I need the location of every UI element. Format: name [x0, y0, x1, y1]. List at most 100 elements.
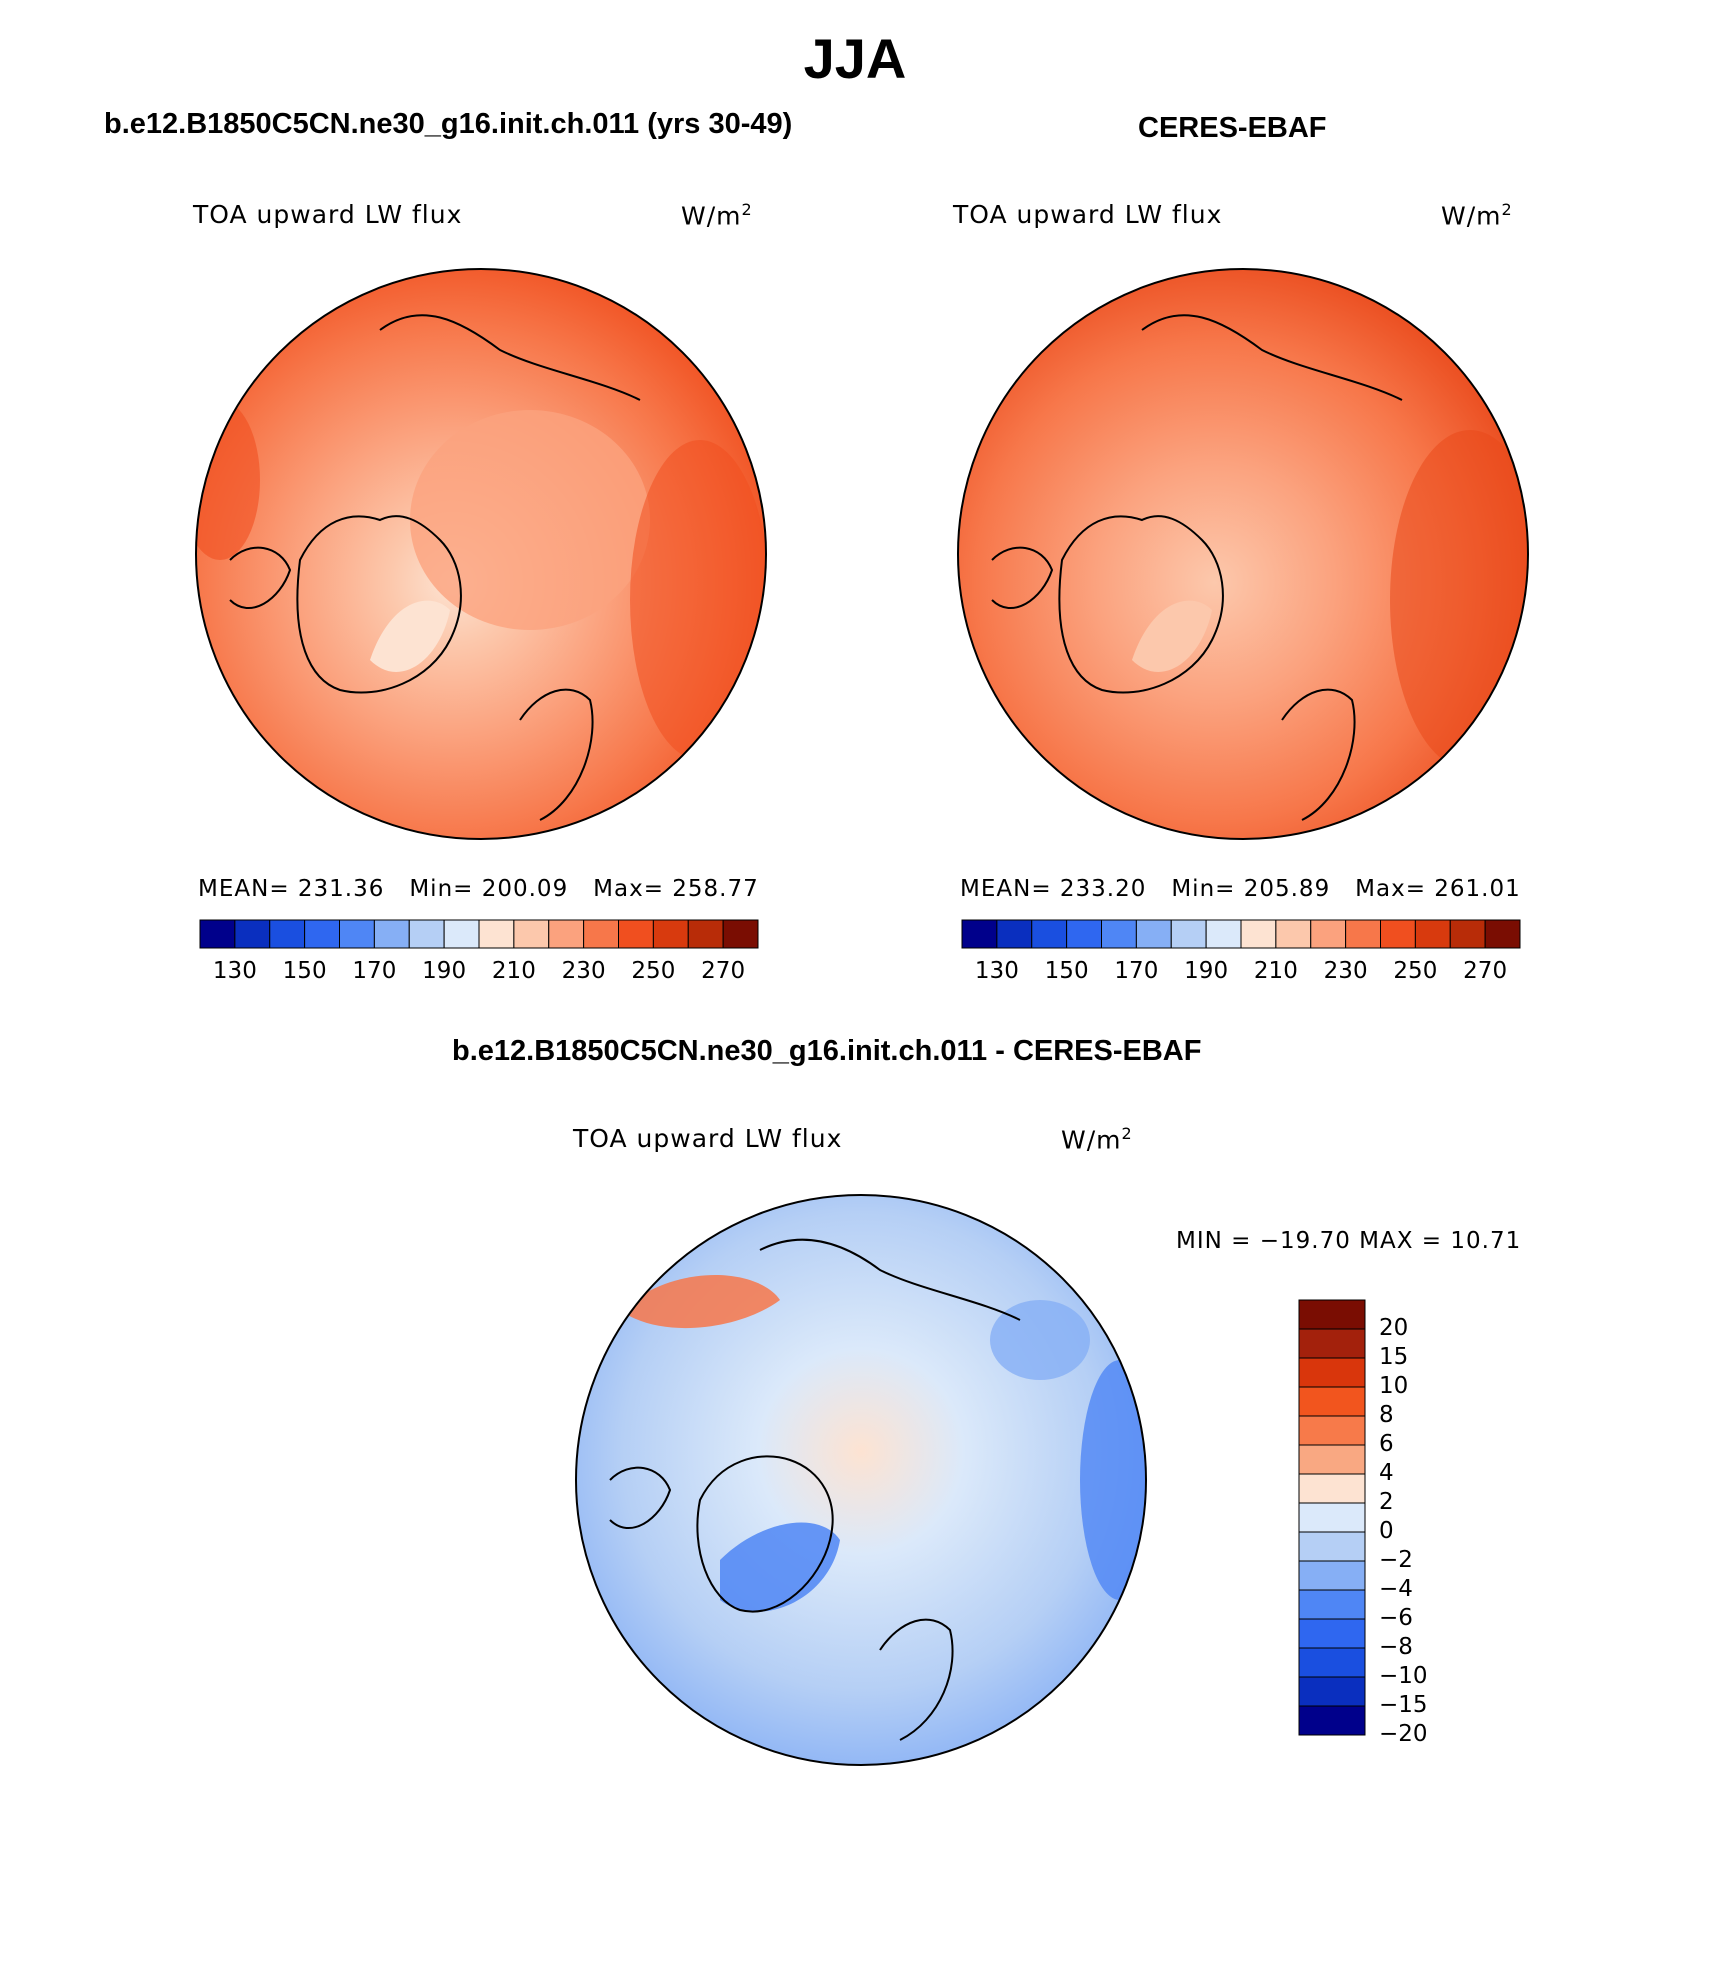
- diff-colorbar-label: 4: [1379, 1460, 1394, 1486]
- obs-colorbar-box: [1275, 919, 1312, 949]
- model-max: Max= 258.77: [593, 876, 759, 902]
- diff-units-label: W/m2: [1061, 1124, 1133, 1154]
- model-min: Min= 200.09: [409, 876, 569, 902]
- obs-colorbar-box: [1170, 919, 1207, 949]
- obs-colorbar-tick: 210: [1253, 958, 1298, 984]
- obs-colorbar-box: [1031, 919, 1068, 949]
- diff-colorbar-box: [1298, 1328, 1366, 1359]
- diff-colorbar-label: 2: [1379, 1489, 1394, 1515]
- obs-colorbar: [961, 919, 1521, 949]
- model-colorbar: [199, 919, 759, 949]
- diff-colorbar-label: −4: [1379, 1576, 1413, 1602]
- model-colorbar-box: [373, 919, 410, 949]
- diff-units-exp: 2: [1121, 1124, 1133, 1143]
- obs-max: Max= 261.01: [1355, 876, 1521, 902]
- diff-colorbar-box: [1298, 1386, 1366, 1417]
- model-colorbar-tick: 130: [212, 958, 257, 984]
- obs-colorbar-box: [1449, 919, 1486, 949]
- model-colorbar-tick: 190: [422, 958, 467, 984]
- diff-colorbar-label: 10: [1379, 1373, 1409, 1399]
- diff-colorbar-box: [1298, 1589, 1366, 1620]
- model-greenland-low: [370, 600, 450, 672]
- diff-colorbar-label: −10: [1379, 1663, 1428, 1689]
- obs-colorbar-tick: 270: [1463, 958, 1508, 984]
- diff-colorbar-label: 0: [1379, 1518, 1394, 1544]
- model-colorbar-box: [269, 919, 306, 949]
- diff-colorbar-label: 20: [1379, 1315, 1409, 1341]
- obs-variable-label: TOA upward LW flux: [953, 200, 1223, 229]
- obs-colorbar-tick: 150: [1044, 958, 1089, 984]
- model-units-base: W/m: [681, 201, 742, 231]
- diff-coastlines: [609, 1238, 1021, 1741]
- diff-colorbar-label: −6: [1379, 1605, 1413, 1631]
- obs-colorbar-box: [996, 919, 1033, 949]
- model-colorbar-box: [408, 919, 445, 949]
- diff-colorbar-box: [1298, 1415, 1366, 1446]
- obs-min: Min= 205.89: [1171, 876, 1331, 902]
- obs-colorbar-box: [1345, 919, 1381, 949]
- obs-colorbar-tick: 130: [974, 958, 1019, 984]
- diff-colorbar-box: [1298, 1299, 1366, 1330]
- obs-mean: MEAN= 233.20: [960, 876, 1147, 902]
- model-colorbar-box: [548, 919, 585, 949]
- model-colorbar-box: [652, 919, 689, 949]
- obs-colorbar-box: [1310, 919, 1347, 949]
- diff-colorbar-box: [1298, 1357, 1366, 1388]
- diff-greenland-cold: [720, 1522, 840, 1612]
- model-variable-label: TOA upward LW flux: [193, 200, 463, 229]
- diff-colorbar: [1298, 1299, 1366, 1736]
- obs-case-title: CERES-EBAF: [1138, 112, 1327, 144]
- obs-colorbar-box: [1380, 919, 1416, 949]
- obs-colorbar-box: [1240, 919, 1277, 949]
- model-colorbar-tick: 170: [352, 958, 397, 984]
- obs-coastlines: [991, 314, 1403, 821]
- diff-colorbar-box: [1298, 1618, 1366, 1649]
- diff-stats: MIN = −19.70 MAX = 10.71: [1176, 1228, 1522, 1254]
- model-units-label: W/m2: [681, 200, 753, 230]
- main-title: JJA: [803, 27, 907, 90]
- obs-polar-map: [957, 268, 1529, 840]
- model-colorbar-box: [199, 919, 236, 949]
- model-colorbar-box: [478, 919, 515, 949]
- obs-colorbar-box: [1414, 919, 1451, 949]
- diff-warm-patch: [620, 1275, 780, 1329]
- obs-units-exp: 2: [1501, 200, 1513, 219]
- model-colorbar-box: [687, 919, 724, 949]
- diff-colorbar-box: [1298, 1705, 1366, 1736]
- model-colorbar-box: [339, 919, 375, 949]
- obs-colorbar-box: [1205, 919, 1242, 949]
- diff-colorbar-label: 8: [1379, 1402, 1394, 1428]
- model-mean: MEAN= 231.36: [198, 876, 385, 902]
- model-colorbar-box: [513, 919, 550, 949]
- model-colorbar-box: [234, 919, 271, 949]
- diff-units-base: W/m: [1061, 1125, 1122, 1155]
- model-coastlines: [229, 314, 641, 821]
- model-colorbar-tick: 270: [701, 958, 746, 984]
- obs-colorbar-tick: 190: [1184, 958, 1229, 984]
- diff-case-title: b.e12.B1850C5CN.ne30_g16.init.ch.011 - C…: [452, 1035, 1202, 1067]
- model-units-exp: 2: [741, 200, 753, 219]
- model-colorbar-box: [722, 919, 759, 949]
- obs-colorbar-box: [1101, 919, 1137, 949]
- obs-colorbar-box: [1484, 919, 1521, 949]
- model-colorbar-box: [583, 919, 619, 949]
- model-stats: MEAN= 231.36 Min= 200.09 Max= 258.77: [198, 876, 759, 902]
- diff-colorbar-label: −15: [1379, 1692, 1428, 1718]
- diff-colorbar-box: [1298, 1647, 1366, 1678]
- diff-colorbar-box: [1298, 1502, 1366, 1533]
- obs-colorbar-tick: 250: [1393, 958, 1438, 984]
- model-colorbar-tick: 230: [561, 958, 606, 984]
- diff-polar-map: [575, 1194, 1147, 1766]
- diff-colorbar-box: [1298, 1560, 1366, 1591]
- obs-units-base: W/m: [1441, 201, 1502, 231]
- diff-colorbar-label: −20: [1379, 1721, 1428, 1747]
- model-colorbar-box: [618, 919, 654, 949]
- obs-colorbar-box: [1066, 919, 1102, 949]
- obs-colorbar-box: [1135, 919, 1172, 949]
- obs-colorbar-tick: 170: [1114, 958, 1159, 984]
- diff-colorbar-box: [1298, 1473, 1366, 1504]
- obs-stats: MEAN= 233.20 Min= 205.89 Max= 261.01: [960, 876, 1521, 902]
- model-case-title: b.e12.B1850C5CN.ne30_g16.init.ch.011 (yr…: [104, 108, 793, 140]
- obs-colorbar-tick: 230: [1323, 958, 1368, 984]
